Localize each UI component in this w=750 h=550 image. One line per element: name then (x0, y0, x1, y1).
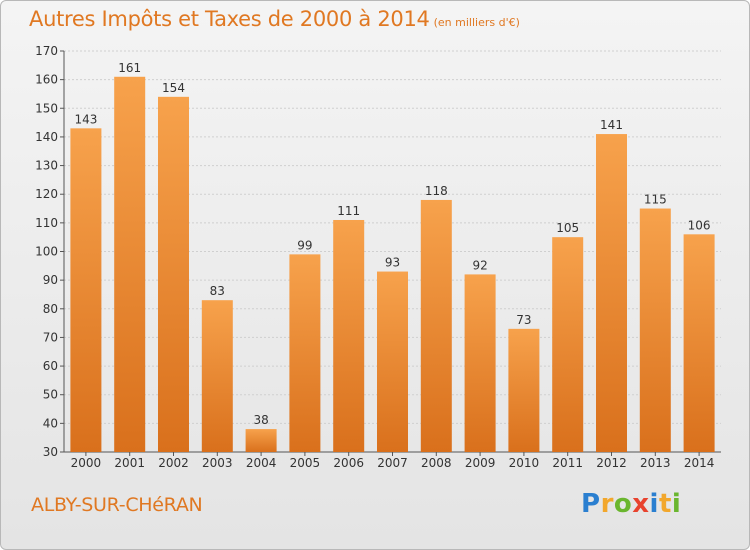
x-tick-label: 2013 (640, 456, 671, 470)
x-tick-label: 2003 (202, 456, 233, 470)
data-label: 154 (162, 81, 185, 95)
data-label: 111 (337, 204, 360, 218)
city-name: ALBY-SUR-CHéRAN (31, 494, 203, 516)
x-tick-label: 2004 (246, 456, 277, 470)
data-label: 99 (297, 238, 312, 252)
logo-letter: t (658, 489, 672, 519)
x-tick-label: 2001 (114, 456, 145, 470)
data-label: 73 (516, 313, 531, 327)
y-tick-label: 170 (35, 44, 58, 58)
data-label: 106 (688, 218, 711, 232)
chart-title-text: Autres Impôts et Taxes de 2000 à 2014 (29, 7, 430, 31)
y-tick-label: 80 (43, 302, 58, 316)
y-tick-label: 30 (43, 445, 58, 459)
x-tick-label: 2000 (71, 456, 102, 470)
data-label: 161 (118, 61, 141, 75)
y-tick-label: 60 (43, 359, 58, 373)
x-tick-label: 2007 (377, 456, 408, 470)
y-tick-label: 90 (43, 273, 58, 287)
bar (377, 271, 408, 452)
x-tick-label: 2006 (333, 456, 364, 470)
data-label: 92 (472, 258, 487, 272)
y-tick-label: 130 (35, 159, 58, 173)
bar (70, 128, 102, 452)
data-label: 115 (644, 193, 667, 207)
logo-letter: P (581, 489, 601, 519)
chart-title: Autres Impôts et Taxes de 2000 à 2014 (en… (29, 7, 520, 31)
bar (464, 274, 496, 452)
data-label: 83 (210, 284, 225, 298)
logo-letter: r (600, 489, 614, 519)
data-label: 93 (385, 256, 400, 270)
bar (508, 328, 540, 452)
bar (289, 254, 321, 452)
bar (245, 429, 277, 452)
y-tick-label: 140 (35, 130, 58, 144)
bars (70, 76, 715, 453)
bar (420, 199, 452, 452)
x-tick-label: 2014 (684, 456, 715, 470)
bar (552, 237, 584, 452)
y-tick-label: 50 (43, 388, 58, 402)
y-tick-label: 100 (35, 245, 58, 259)
y-tick-label: 150 (35, 101, 58, 115)
bar (639, 208, 671, 452)
proxiti-logo: Proxiti (581, 489, 681, 519)
bar (201, 300, 233, 452)
x-tick-label: 2010 (509, 456, 540, 470)
x-tick-label: 2009 (465, 456, 496, 470)
y-tick-label: 110 (35, 216, 58, 230)
x-tick-label: 2012 (596, 456, 627, 470)
y-tick-label: 160 (35, 73, 58, 87)
data-label: 118 (425, 184, 448, 198)
logo-letter: x (632, 489, 650, 519)
bar (114, 76, 146, 453)
logo-letter: o (613, 489, 633, 519)
x-tick-label: 2005 (290, 456, 321, 470)
y-tick-label: 120 (35, 187, 58, 201)
labels: 30 40 50 60 70 80 90 100 110 120 130 140 150 160 170 20… (35, 44, 714, 470)
logo-letter: i (649, 489, 659, 519)
logo-letter: i (671, 489, 682, 519)
x-tick-label: 2002 (158, 456, 189, 470)
data-label: 38 (253, 413, 268, 427)
data-label: 141 (600, 118, 623, 132)
chart-unit: (en milliers d'€) (433, 16, 520, 29)
y-tick-label: 40 (43, 416, 58, 430)
x-tick-label: 2011 (552, 456, 583, 470)
y-tick-label: 70 (43, 330, 58, 344)
x-tick-label: 2008 (421, 456, 452, 470)
bar (333, 219, 365, 452)
bar (158, 96, 189, 452)
data-label: 143 (74, 112, 97, 126)
bar (596, 134, 627, 453)
bar (683, 234, 715, 452)
data-label: 105 (556, 221, 579, 235)
